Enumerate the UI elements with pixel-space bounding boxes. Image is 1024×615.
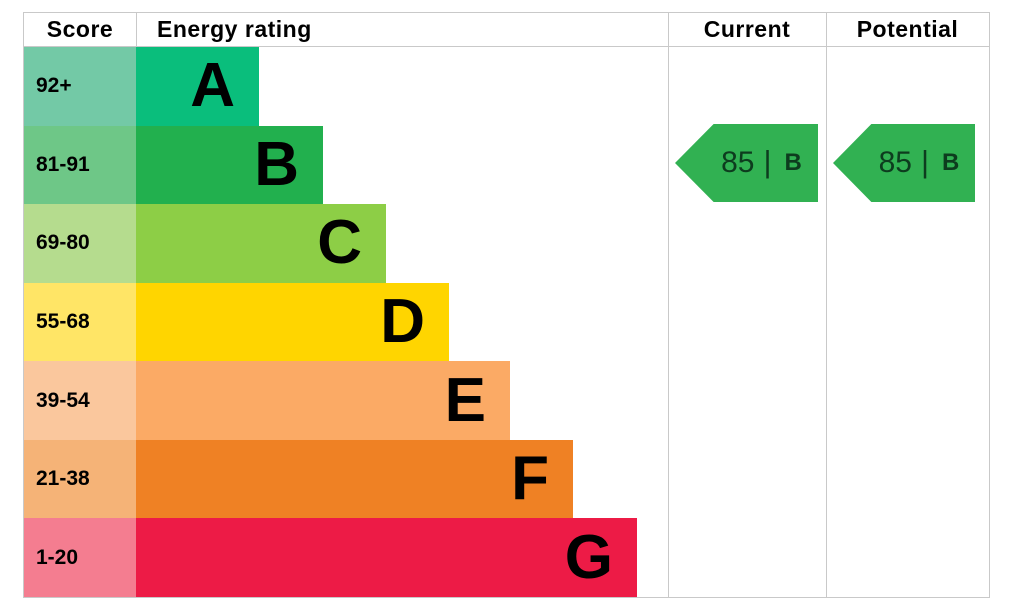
rating-letter: D (380, 287, 425, 357)
score-range-label: 55-68 (36, 310, 90, 334)
score-range-label: 39-54 (36, 388, 90, 412)
score-range-cell: 69-80 (24, 204, 136, 283)
score-range-cell: 92+ (24, 47, 136, 126)
potential-rating-separator: | (920, 144, 930, 179)
rating-letter: G (564, 522, 613, 592)
rating-bar-c: C (136, 204, 386, 283)
epc-table: Score Energy rating Current Potential 92… (23, 12, 990, 598)
current-rating-separator: | (763, 144, 772, 179)
rating-bar-d: D (136, 282, 449, 362)
score-range-label: 81-91 (36, 152, 90, 176)
band-row-e: 39-54 E (24, 361, 989, 440)
current-rating-value: 85 (721, 146, 755, 179)
potential-rating-value: 85 (878, 146, 912, 179)
band-row-g: 1-20 G (24, 518, 989, 598)
score-range-label: 69-80 (36, 231, 90, 255)
band-row-f: 21-38 F (24, 439, 989, 519)
column-header-potential: Potential (856, 16, 959, 42)
rating-bar-f: F (136, 439, 573, 519)
score-range-cell: 55-68 (24, 282, 136, 362)
score-range-label: 92+ (36, 74, 72, 98)
rating-bar-e: E (136, 361, 510, 440)
rating-bar-b: B (136, 125, 323, 205)
band-rows: 92+ A 81-91 B 69-80 C (24, 47, 989, 598)
rating-bar-g: G (136, 518, 637, 598)
rating-letter: E (444, 365, 486, 435)
score-range-label: 21-38 (36, 467, 90, 491)
divider-score-rating (136, 13, 137, 46)
header-underline (24, 46, 989, 47)
band-row-c: 69-80 C (24, 204, 989, 283)
rating-bar-a: A (136, 47, 259, 126)
band-row-b: 81-91 B (24, 125, 989, 205)
score-range-cell: 39-54 (24, 361, 136, 440)
score-range-label: 1-20 (36, 545, 79, 569)
divider-rating-current (668, 13, 669, 597)
score-range-cell: 21-38 (24, 439, 136, 519)
rating-letter: F (511, 444, 549, 514)
potential-rating-band: B (942, 149, 960, 176)
rating-letter: B (254, 129, 299, 199)
band-row-d: 55-68 D (24, 282, 989, 362)
divider-current-potential (826, 13, 827, 597)
column-header-energy-rating: Energy rating (157, 16, 312, 42)
column-header-score: Score (46, 16, 114, 42)
score-range-cell: 81-91 (24, 125, 136, 205)
column-header-current: Current (703, 16, 791, 42)
score-range-cell: 1-20 (24, 518, 136, 598)
rating-letter: A (190, 51, 235, 121)
rating-letter: C (317, 208, 362, 278)
current-rating-band: B (784, 149, 802, 176)
band-row-a: 92+ A (24, 47, 989, 126)
